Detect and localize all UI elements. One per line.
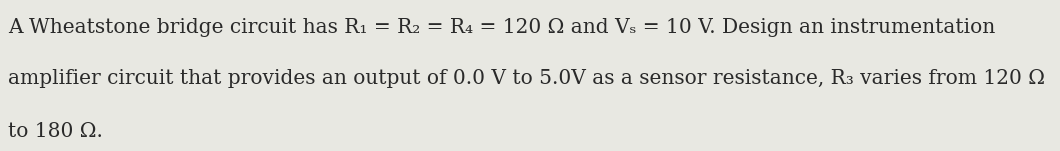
- Text: A Wheatstone bridge circuit has R₁ = R₂ = R₄ = 120 Ω and Vₛ = 10 V. Design an in: A Wheatstone bridge circuit has R₁ = R₂ …: [8, 18, 995, 37]
- Text: to 180 Ω.: to 180 Ω.: [8, 122, 104, 141]
- Text: amplifier circuit that provides an output of 0.0 V to 5.0V as a sensor resistanc: amplifier circuit that provides an outpu…: [8, 69, 1045, 88]
